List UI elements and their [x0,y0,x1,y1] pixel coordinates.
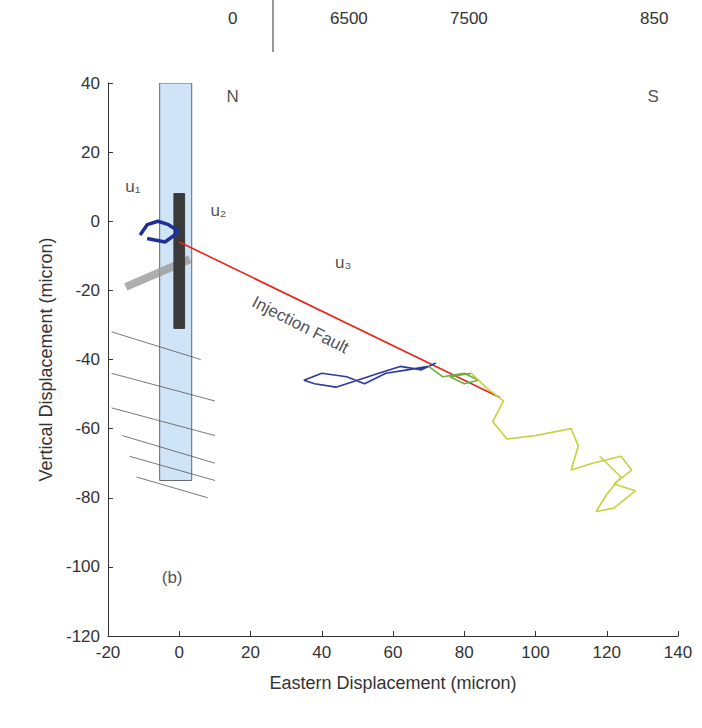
svg-text:-100: -100 [66,557,100,576]
svg-text:Injection Fault: Injection Fault [249,292,352,357]
svg-text:-40: -40 [75,350,100,369]
svg-text:-20: -20 [96,643,121,662]
svg-text:6500: 6500 [330,9,368,28]
svg-text:850: 850 [640,9,668,28]
svg-text:u₁: u₁ [125,177,140,196]
svg-text:120: 120 [593,643,621,662]
svg-text:40: 40 [81,74,100,93]
svg-text:Eastern Displacement (micron): Eastern Displacement (micron) [269,673,516,693]
svg-text:N: N [227,87,239,106]
svg-text:-120: -120 [66,626,100,646]
svg-text:0: 0 [228,9,237,28]
svg-text:60: 60 [384,643,403,662]
svg-text:(b): (b) [162,568,183,587]
svg-text:0: 0 [175,643,184,662]
svg-text:0: 0 [91,212,100,231]
svg-text:-20: -20 [75,281,100,300]
svg-text:40: 40 [312,643,331,662]
svg-text:80: 80 [455,643,474,662]
svg-text:140: 140 [664,643,692,662]
svg-text:7500: 7500 [450,9,488,28]
svg-text:20: 20 [81,143,100,162]
svg-text:u₂: u₂ [210,201,226,220]
svg-text:20: 20 [241,643,260,662]
svg-text:100: 100 [521,643,549,662]
svg-text:-80: -80 [75,488,100,507]
svg-text:S: S [647,87,658,106]
svg-text:-60: -60 [75,419,100,438]
svg-text:u₃: u₃ [335,253,351,272]
svg-text:Vertical Displacement (micron): Vertical Displacement (micron) [36,237,56,481]
